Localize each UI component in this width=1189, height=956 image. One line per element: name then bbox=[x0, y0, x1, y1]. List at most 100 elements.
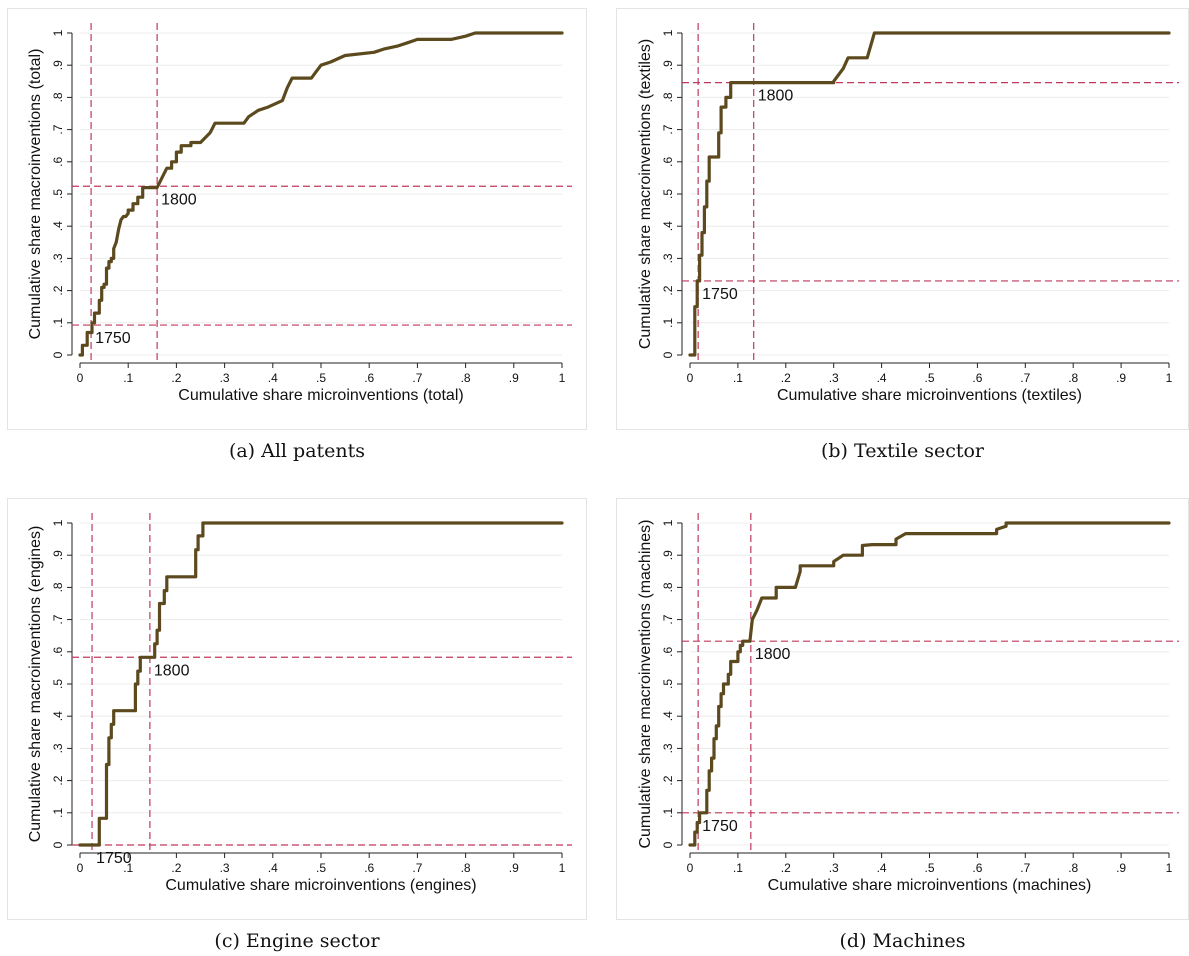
x-tick-label: .5 bbox=[924, 861, 934, 875]
x-tick-label: .3 bbox=[829, 861, 839, 875]
x-tick-label: .9 bbox=[509, 371, 519, 385]
x-tick-label: .1 bbox=[123, 861, 133, 875]
y-tick-label: 0 bbox=[51, 841, 65, 848]
x-tick-label: .9 bbox=[509, 861, 519, 875]
caption-b: (b) Textile sector bbox=[820, 440, 985, 462]
x-tick-label: .2 bbox=[781, 861, 791, 875]
chart-frame bbox=[616, 498, 1189, 920]
y-tick-label: .7 bbox=[661, 614, 675, 624]
series-line bbox=[78, 31, 564, 357]
x-axis-title: Cumulative share microinventions (textil… bbox=[777, 387, 1082, 404]
y-tick-label: .9 bbox=[661, 550, 675, 560]
x-tick-label: .2 bbox=[171, 371, 181, 385]
x-tick-label: .3 bbox=[220, 371, 230, 385]
ref-label-1750: 1750 bbox=[95, 330, 131, 347]
x-tick-label: .6 bbox=[972, 371, 982, 385]
y-tick-label: .4 bbox=[661, 711, 675, 721]
x-tick-label: .7 bbox=[1020, 861, 1030, 875]
y-tick-label: .8 bbox=[661, 92, 675, 102]
y-tick-label: .9 bbox=[51, 60, 65, 70]
y-tick-label: .2 bbox=[661, 285, 675, 295]
chart-machines: 0 .1 .2 .3 .4 .5 .6 .7 .8 .9 1 0 .1 .2 .3 .4 .5 .6 .7 .8 .9 1… bbox=[637, 513, 1179, 894]
y-tick-label: .1 bbox=[51, 317, 65, 327]
y-tick-label: .6 bbox=[51, 156, 65, 166]
x-tick-label: .2 bbox=[781, 371, 791, 385]
x-tick-label: 1 bbox=[1166, 371, 1173, 385]
y-tick-label: .5 bbox=[51, 679, 65, 689]
y-tick-label: .3 bbox=[51, 743, 65, 753]
y-tick-label: .9 bbox=[661, 60, 675, 70]
x-tick-label: .9 bbox=[1116, 371, 1126, 385]
ref-label-1800: 1800 bbox=[154, 662, 190, 679]
x-tick-label: .1 bbox=[733, 371, 743, 385]
caption-c: (c) Engine sector bbox=[214, 930, 380, 952]
series-line bbox=[688, 31, 1171, 357]
x-tick-label: .5 bbox=[316, 861, 326, 875]
y-tick-label: .3 bbox=[51, 253, 65, 263]
y-tick-label: .1 bbox=[51, 807, 65, 817]
chart-textile-sector: 0 .1 .2 .3 .4 .5 .6 .7 .8 .9 1 0 .1 .2 .3 .4 .5 .6 .7 .8 .9 1… bbox=[637, 23, 1179, 404]
x-tick-label: .4 bbox=[877, 371, 887, 385]
x-tick-label: .7 bbox=[412, 861, 422, 875]
x-tick-label: .8 bbox=[461, 371, 471, 385]
x-tick-label: 0 bbox=[687, 371, 694, 385]
y-tick-label: .5 bbox=[661, 679, 675, 689]
y-tick-label: 1 bbox=[661, 29, 675, 36]
x-tick-label: .8 bbox=[1068, 371, 1078, 385]
x-tick-label: .7 bbox=[412, 371, 422, 385]
x-axis-title: Cumulative share microinventions (machin… bbox=[768, 877, 1092, 894]
caption-a: (a) All patents bbox=[228, 440, 366, 462]
ref-label-1800: 1800 bbox=[161, 191, 197, 208]
y-tick-label: .4 bbox=[51, 711, 65, 721]
x-axis-title: Cumulative share microinventions (total) bbox=[178, 387, 463, 404]
y-tick-label: 0 bbox=[661, 351, 675, 358]
y-tick-label: 1 bbox=[661, 519, 675, 526]
y-axis-title: Cumulative share macroinventions (total) bbox=[27, 49, 44, 340]
y-tick-label: 0 bbox=[661, 841, 675, 848]
y-tick-label: .8 bbox=[661, 582, 675, 592]
ref-label-1800: 1800 bbox=[755, 646, 791, 663]
x-tick-label: .2 bbox=[171, 861, 181, 875]
y-axis-title: Cumulative share macroinventions (textil… bbox=[637, 39, 654, 349]
y-tick-label: 1 bbox=[51, 29, 65, 36]
chart-frame bbox=[616, 8, 1189, 430]
y-tick-label: 1 bbox=[51, 519, 65, 526]
y-tick-label: .5 bbox=[661, 189, 675, 199]
x-tick-label: .4 bbox=[268, 371, 278, 385]
x-tick-label: .3 bbox=[829, 371, 839, 385]
x-tick-label: .6 bbox=[972, 861, 982, 875]
y-tick-label: .4 bbox=[51, 221, 65, 231]
y-tick-label: .5 bbox=[51, 189, 65, 199]
y-tick-label: 0 bbox=[51, 351, 65, 358]
chart-engine-sector: 0 .1 .2 .3 .4 .5 .6 .7 .8 .9 1 0 .1 .2 .3 .4 .5 .6 .7 .8 .9 1… bbox=[27, 513, 572, 894]
x-tick-label: .8 bbox=[1068, 861, 1078, 875]
y-tick-label: .2 bbox=[51, 775, 65, 785]
y-tick-label: .7 bbox=[51, 124, 65, 134]
x-tick-label: .9 bbox=[1116, 861, 1126, 875]
y-tick-label: .7 bbox=[51, 614, 65, 624]
x-tick-label: .3 bbox=[220, 861, 230, 875]
caption-d: (d) Machines bbox=[839, 930, 966, 952]
x-tick-label: .4 bbox=[877, 861, 887, 875]
y-tick-label: .1 bbox=[661, 317, 675, 327]
x-tick-label: .5 bbox=[924, 371, 934, 385]
x-tick-label: 1 bbox=[1166, 861, 1173, 875]
x-tick-label: .5 bbox=[316, 371, 326, 385]
y-tick-label: .1 bbox=[661, 807, 675, 817]
y-axis-title: Cumulative share macroinventions (engine… bbox=[27, 526, 44, 843]
y-tick-label: .3 bbox=[661, 743, 675, 753]
ref-label-1750: 1750 bbox=[96, 850, 132, 867]
y-tick-label: .6 bbox=[51, 646, 65, 656]
x-tick-label: 0 bbox=[77, 371, 84, 385]
chart-frame bbox=[7, 498, 587, 920]
x-tick-label: .6 bbox=[364, 861, 374, 875]
y-tick-label: .8 bbox=[51, 92, 65, 102]
x-tick-label: 0 bbox=[687, 861, 694, 875]
series-line bbox=[78, 521, 564, 847]
ref-label-1750: 1750 bbox=[702, 286, 738, 303]
x-tick-label: .1 bbox=[123, 371, 133, 385]
y-tick-label: .2 bbox=[661, 775, 675, 785]
y-tick-label: .2 bbox=[51, 285, 65, 295]
chart-all-patents: 0 .1 .2 .3 .4 .5 .6 .7 .8 .9 1 0 .1 .2 .3 .4 .5 .6 .7 .8 .9 1… bbox=[27, 23, 572, 404]
x-tick-label: .1 bbox=[733, 861, 743, 875]
